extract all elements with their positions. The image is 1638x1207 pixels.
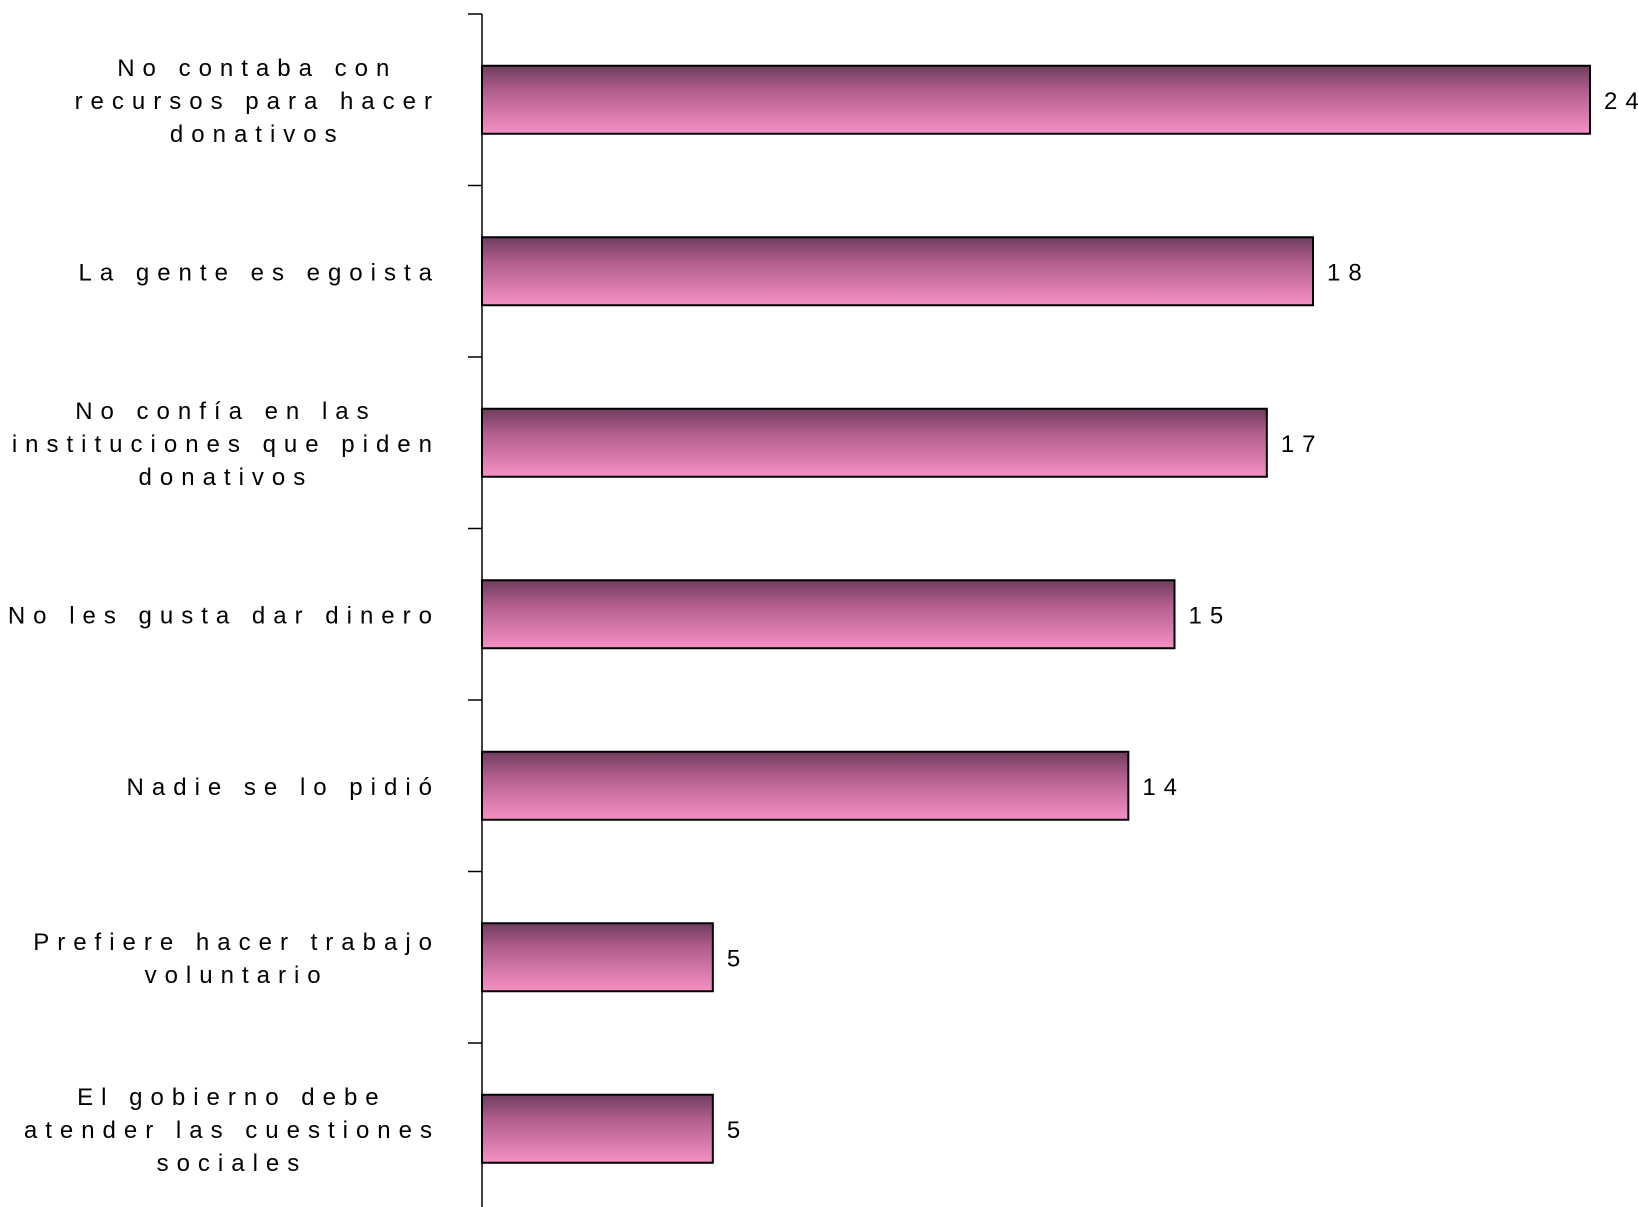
value-labels-group: 24 18 17 15 14 5 5: [727, 88, 1638, 1144]
category-label: Prefiere hacer trabajo voluntario: [33, 929, 440, 989]
category-labels-group: No contaba con recursos para hacer donativ…: [8, 55, 441, 1177]
y-axis-group: [468, 13, 483, 1207]
data-label: 24: [1604, 88, 1638, 115]
bars-group: [481, 64, 1591, 1164]
data-label: 15: [1189, 602, 1232, 629]
data-label: 17: [1281, 431, 1324, 458]
category-label: No les gusta dar dinero: [8, 602, 440, 629]
data-label: 18: [1327, 259, 1370, 286]
bar: [481, 750, 1130, 821]
bar: [481, 236, 1314, 307]
bar: [481, 922, 714, 993]
bar: [481, 1093, 714, 1164]
data-label: 5: [727, 1117, 748, 1144]
category-label: No contaba con recursos para hacer donativ…: [75, 55, 440, 148]
data-label: 14: [1142, 774, 1185, 801]
category-label: No confía en las instituciones que piden d…: [12, 398, 440, 491]
category-label: La gente es egoista: [79, 259, 441, 286]
category-label: El gobierno debe atender las cuestiones so…: [24, 1084, 440, 1177]
bar: [481, 407, 1268, 478]
bar: [481, 579, 1176, 650]
data-label: 5: [727, 945, 748, 972]
category-label: Nadie se lo pidió: [127, 774, 440, 801]
bar: [481, 64, 1591, 135]
